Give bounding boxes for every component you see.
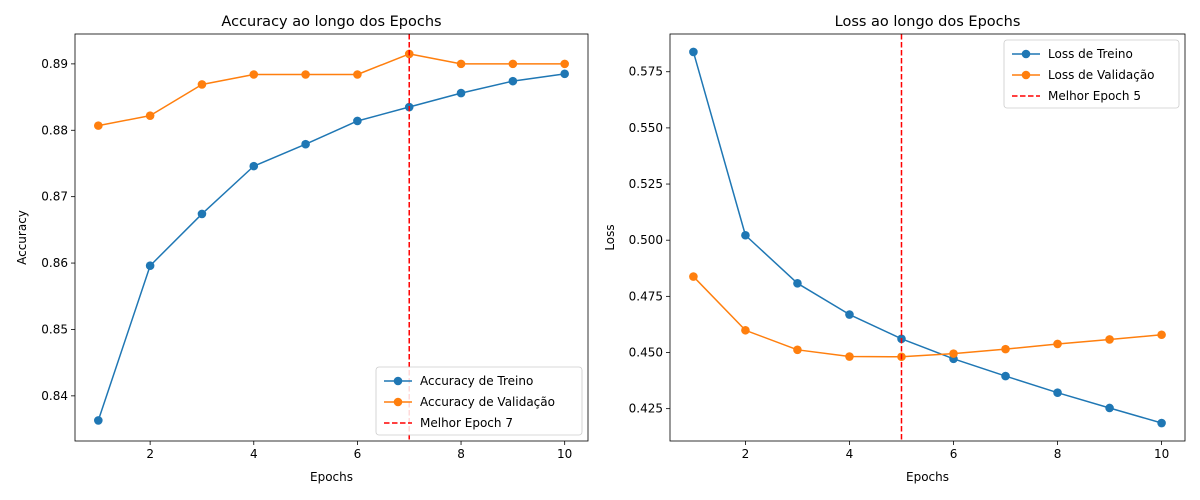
data-point xyxy=(145,111,155,120)
data-point xyxy=(689,272,698,281)
y-tick-label: 0.450 xyxy=(629,346,663,360)
y-tick-label: 0.575 xyxy=(629,65,663,79)
y-tick-label: 0.425 xyxy=(629,402,663,416)
data-point xyxy=(845,310,854,319)
legend-label: Accuracy de Validação xyxy=(420,395,555,409)
data-point xyxy=(793,345,802,355)
plot-frame xyxy=(669,33,1186,442)
data-point xyxy=(249,161,259,171)
data-point xyxy=(249,70,259,79)
y-tick-label: 0.85 xyxy=(41,322,68,336)
y-axis-label: Loss xyxy=(603,224,617,250)
loss-chart: Loss ao longo dos Epochs 2 4 6 8 10 0.425 0.450… xyxy=(603,14,1186,484)
y-tick-label: 0.500 xyxy=(629,233,663,247)
legend-marker xyxy=(393,376,403,386)
data-point xyxy=(508,59,518,69)
x-axis-label: Epochs xyxy=(310,470,353,484)
data-point xyxy=(1001,344,1010,354)
x-tick-label: 10 xyxy=(1154,447,1169,461)
data-point xyxy=(1157,330,1166,340)
data-point xyxy=(560,69,569,79)
data-point xyxy=(353,70,362,79)
legend-box xyxy=(375,366,583,436)
data-point xyxy=(456,88,466,98)
series-line-1 xyxy=(98,53,565,127)
data-point xyxy=(1001,371,1010,381)
legend: Accuracy de Treino Accuracy de Validação M… xyxy=(375,366,583,436)
data-point xyxy=(741,325,750,335)
y-tick-label: 0.86 xyxy=(41,256,68,270)
x-tick-label: 2 xyxy=(742,447,750,461)
data-point xyxy=(145,261,155,271)
data-point xyxy=(793,279,802,288)
data-point xyxy=(94,416,103,425)
y-tick-label: 0.88 xyxy=(41,123,68,137)
legend-marker xyxy=(1021,49,1031,59)
y-tick-label: 0.525 xyxy=(629,177,663,191)
legend-box xyxy=(1003,39,1180,109)
data-point xyxy=(1105,403,1114,413)
legend-marker xyxy=(393,397,403,407)
legend-label: Loss de Validação xyxy=(1048,68,1155,82)
y-tick-label: 0.89 xyxy=(41,57,68,71)
data-point xyxy=(94,121,103,130)
y-axis-label: Accuracy xyxy=(15,210,29,265)
y-tick-label: 0.475 xyxy=(629,289,663,303)
data-point xyxy=(301,70,310,79)
x-tick-label: 10 xyxy=(557,447,572,461)
legend-label: Accuracy de Treino xyxy=(420,374,533,388)
data-point xyxy=(741,230,750,240)
x-tick-label: 6 xyxy=(354,447,362,461)
series-line-0 xyxy=(97,73,565,421)
legend-marker xyxy=(1021,70,1031,80)
x-tick-label: 6 xyxy=(950,447,958,461)
data-point xyxy=(689,47,698,57)
data-point xyxy=(1053,339,1062,349)
series-line-1 xyxy=(692,276,1162,358)
legend-label: Loss de Treino xyxy=(1048,47,1133,61)
plot-frame xyxy=(74,33,589,442)
chart-title: Loss ao longo dos Epochs xyxy=(835,14,1021,30)
data-point xyxy=(197,209,207,219)
legend-label: Melhor Epoch 5 xyxy=(1048,89,1141,103)
chart-title: Accuracy ao longo dos Epochs xyxy=(221,14,441,30)
legend-label: Melhor Epoch 7 xyxy=(420,416,513,430)
data-point xyxy=(197,80,207,89)
data-point xyxy=(353,116,362,126)
y-tick-label: 0.550 xyxy=(629,121,663,135)
y-tick-label: 0.87 xyxy=(41,190,68,204)
data-point xyxy=(949,349,958,358)
data-point xyxy=(301,139,310,149)
x-tick-label: 2 xyxy=(146,447,154,461)
y-tick-label: 0.84 xyxy=(41,389,68,403)
data-point xyxy=(1157,418,1166,428)
data-point xyxy=(456,59,466,69)
data-point xyxy=(508,76,518,86)
x-tick-label: 4 xyxy=(250,447,258,461)
data-point xyxy=(1053,388,1062,398)
x-tick-label: 4 xyxy=(846,447,854,461)
accuracy-chart: Accuracy ao longo dos Epochs 2 4 6 8 10 0.84 0.… xyxy=(15,14,589,484)
data-point xyxy=(560,59,569,69)
data-point xyxy=(1105,335,1114,344)
x-tick-label: 8 xyxy=(457,447,465,461)
data-point xyxy=(845,352,854,361)
x-axis-label: Epochs xyxy=(906,470,949,484)
legend: Loss de Treino Loss de Validação Melhor Ep… xyxy=(1003,39,1180,109)
x-tick-label: 8 xyxy=(1054,447,1062,461)
series-line-0 xyxy=(692,51,1162,424)
